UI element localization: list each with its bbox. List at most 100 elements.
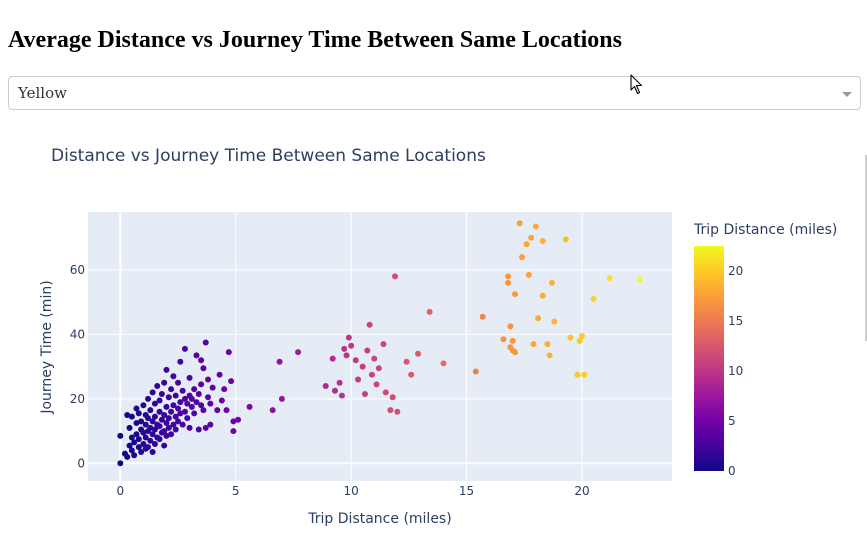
data-point	[509, 337, 516, 344]
data-point	[200, 365, 207, 372]
data-point	[177, 410, 184, 417]
colorbar-tick-label: 5	[728, 414, 736, 428]
data-point	[530, 341, 537, 348]
data-point	[168, 431, 175, 438]
data-point	[149, 418, 156, 425]
data-point	[544, 341, 551, 348]
y-axis-label: Journey Time (min)	[39, 280, 55, 414]
x-axis-label: Trip Distance (miles)	[307, 511, 451, 527]
data-point	[368, 371, 375, 378]
data-point	[158, 391, 165, 398]
data-point	[181, 408, 188, 415]
data-point	[403, 358, 410, 365]
data-point	[138, 449, 145, 456]
data-point	[181, 345, 188, 352]
data-point	[500, 336, 507, 343]
data-point	[355, 376, 362, 383]
data-point	[392, 273, 399, 280]
data-point	[195, 426, 202, 433]
data-point	[528, 234, 535, 241]
data-point	[126, 442, 133, 449]
data-point	[128, 447, 135, 454]
data-point	[151, 426, 158, 433]
x-tick-label: 20	[574, 484, 589, 498]
data-point	[147, 424, 154, 431]
data-point	[343, 352, 350, 359]
data-point	[165, 424, 172, 431]
data-point	[165, 415, 172, 422]
data-point	[200, 407, 207, 414]
data-point	[124, 453, 131, 460]
scrollbar-edge[interactable]	[865, 155, 867, 341]
data-point	[142, 434, 149, 441]
data-point	[636, 276, 643, 283]
data-point	[209, 384, 216, 391]
data-point	[382, 389, 389, 396]
data-point	[278, 395, 285, 402]
data-point	[147, 407, 154, 414]
data-point	[172, 413, 179, 420]
data-point	[184, 415, 191, 422]
data-point	[505, 279, 512, 286]
data-point	[133, 405, 140, 412]
data-point	[117, 460, 124, 467]
data-point	[216, 371, 223, 378]
dropdown-selected-value: Yellow	[18, 84, 67, 102]
color-dropdown[interactable]: Yellow	[8, 76, 861, 110]
data-point	[165, 394, 172, 401]
y-tick-label: 20	[70, 392, 85, 406]
data-point	[184, 400, 191, 407]
data-point	[329, 355, 336, 362]
data-point	[606, 275, 613, 282]
data-point	[175, 379, 182, 386]
data-point	[525, 271, 532, 278]
data-point	[235, 416, 242, 423]
data-point	[175, 405, 182, 412]
data-point	[193, 399, 200, 406]
x-tick-label: 15	[459, 484, 474, 498]
data-point	[149, 389, 156, 396]
data-point	[172, 426, 179, 433]
data-point	[135, 410, 142, 417]
data-point	[348, 342, 355, 349]
data-point	[177, 358, 184, 365]
data-point	[389, 394, 396, 401]
data-point	[149, 431, 156, 438]
data-point	[205, 394, 212, 401]
data-point	[181, 395, 188, 402]
data-point	[359, 363, 366, 370]
data-point	[505, 273, 512, 280]
data-point	[156, 397, 163, 404]
data-point	[188, 395, 195, 402]
data-point	[373, 381, 380, 388]
data-point	[440, 360, 447, 367]
chevron-down-icon[interactable]	[842, 92, 852, 97]
data-point	[140, 440, 147, 447]
data-point	[198, 357, 205, 364]
data-point	[202, 339, 209, 346]
data-point	[246, 403, 253, 410]
colorbar-tick-label: 20	[728, 264, 743, 278]
data-point	[133, 431, 140, 438]
data-point	[140, 402, 147, 409]
data-point	[142, 421, 149, 428]
data-point	[574, 371, 581, 378]
data-point	[578, 333, 585, 340]
data-point	[195, 391, 202, 398]
data-point	[168, 386, 175, 393]
data-point	[548, 279, 555, 286]
colorbar-tick-label: 15	[728, 314, 743, 328]
data-point	[198, 381, 205, 388]
data-point	[394, 408, 401, 415]
data-point	[567, 334, 574, 341]
data-point	[151, 413, 158, 420]
data-point	[161, 428, 168, 435]
y-tick-label: 0	[77, 456, 85, 470]
data-point	[193, 352, 200, 359]
data-point	[345, 334, 352, 341]
data-point	[151, 400, 158, 407]
data-point	[128, 413, 135, 420]
data-point	[576, 337, 583, 344]
data-point	[191, 410, 198, 417]
